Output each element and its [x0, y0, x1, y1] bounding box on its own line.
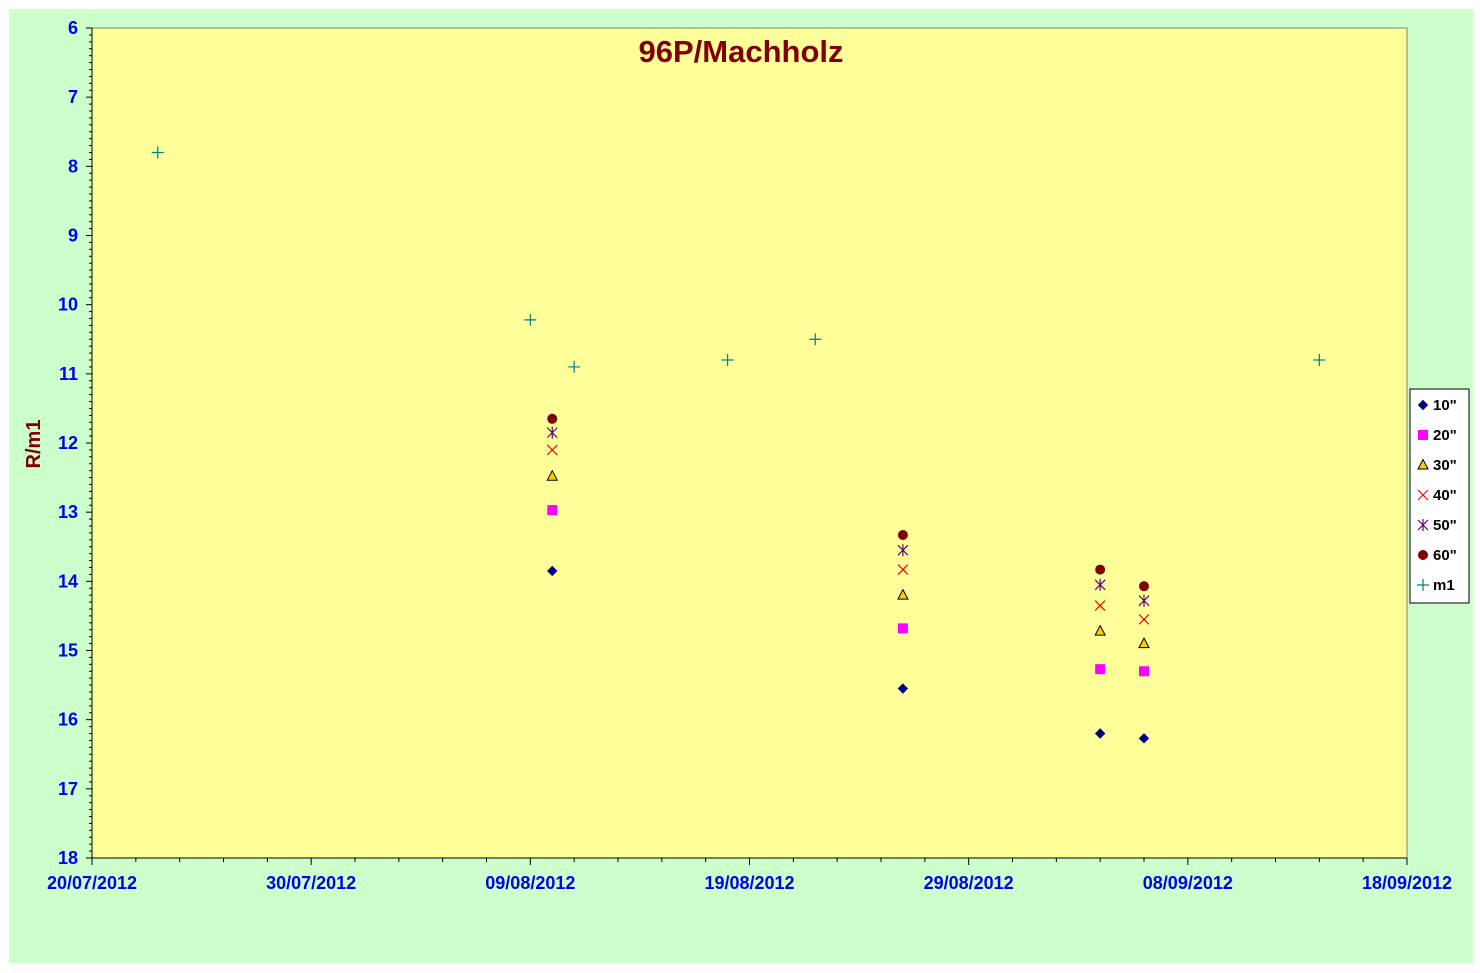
x-tick-label: 20/07/2012 [47, 873, 137, 893]
legend-marker [1417, 579, 1429, 591]
data-point [1094, 624, 1106, 636]
x-tick-label: 19/08/2012 [704, 873, 794, 893]
data-point [547, 413, 558, 424]
x-tick-label: 18/09/2012 [1362, 873, 1452, 893]
legend-label: 10" [1433, 397, 1457, 414]
data-point [547, 565, 558, 577]
legend-marker [1417, 519, 1429, 531]
data-point [1094, 728, 1106, 739]
y-axis-label: R/m1 [23, 420, 45, 469]
data-point [897, 564, 909, 575]
legend-box [1409, 388, 1470, 604]
series-1 [547, 565, 1150, 744]
legend-marker [1417, 399, 1429, 411]
data-point [568, 360, 581, 373]
series-6 [547, 413, 1149, 592]
legend-label: 40" [1433, 487, 1457, 504]
y-tick-label: 10 [58, 295, 78, 315]
y-tick-label: 15 [58, 641, 78, 661]
legend-marker [1418, 430, 1428, 440]
y-tick-label: 13 [58, 502, 78, 522]
data-point [1094, 600, 1106, 611]
data-point [1138, 594, 1150, 607]
legend-marker [1418, 550, 1428, 560]
data-point [546, 444, 558, 456]
data-marks [151, 146, 1326, 744]
y-tick-label: 12 [58, 433, 78, 453]
legend-label: 50" [1433, 517, 1457, 534]
data-point [809, 333, 822, 346]
data-point [1094, 578, 1106, 591]
data-point [721, 354, 734, 366]
y-tick-label: 18 [58, 848, 78, 868]
data-point [1139, 666, 1149, 677]
legend-label: 20" [1433, 427, 1457, 444]
data-point [897, 588, 909, 600]
x-tick-label: 29/08/2012 [924, 873, 1014, 893]
data-point [151, 146, 164, 159]
x-tick-label: 30/07/2012 [266, 873, 356, 893]
y-tick-label: 6 [68, 18, 78, 38]
data-point [1139, 581, 1149, 592]
legend-label: 30" [1433, 457, 1457, 474]
series-7 [151, 146, 1326, 373]
x-tick-label: 09/08/2012 [485, 873, 575, 893]
data-point [546, 469, 559, 481]
data-point [1095, 564, 1106, 575]
data-point [524, 313, 537, 326]
y-tick-label: 14 [58, 571, 78, 591]
data-point [897, 544, 909, 557]
data-point [1138, 613, 1150, 625]
data-point [897, 623, 908, 634]
data-point [1095, 664, 1106, 675]
data-point [1138, 733, 1150, 744]
data-point [897, 683, 909, 694]
y-tick-label: 8 [68, 156, 78, 176]
legend-label: m1 [1433, 577, 1455, 594]
legend: 10" 20" 30" 40" 50" 60" m1 [1409, 388, 1470, 604]
x-tick-label: 08/09/2012 [1143, 873, 1233, 893]
legend-marker [1417, 458, 1429, 470]
legend-marker [1417, 489, 1429, 501]
data-point [546, 426, 558, 439]
data-point [547, 505, 558, 516]
chart-title: 96P/Machholz [639, 34, 844, 69]
plot-area [91, 27, 1408, 859]
series-4 [546, 444, 1150, 625]
y-tick-label: 9 [68, 226, 78, 246]
series-5 [546, 426, 1150, 607]
axes: 6 7 8 9 10 11 12 13 14 15 16 17 18 20/07/2012 30/07/20… [47, 18, 1452, 893]
series-2 [547, 505, 1149, 677]
data-point [1313, 354, 1326, 366]
data-point [1138, 637, 1150, 649]
y-tick-label: 7 [68, 87, 78, 107]
series-3 [546, 469, 1150, 649]
y-tick-label: 16 [58, 710, 78, 730]
y-tick-label: 17 [58, 779, 78, 799]
y-tick-label: 11 [59, 364, 78, 384]
data-point [897, 529, 908, 540]
legend-label: 60" [1433, 547, 1457, 564]
